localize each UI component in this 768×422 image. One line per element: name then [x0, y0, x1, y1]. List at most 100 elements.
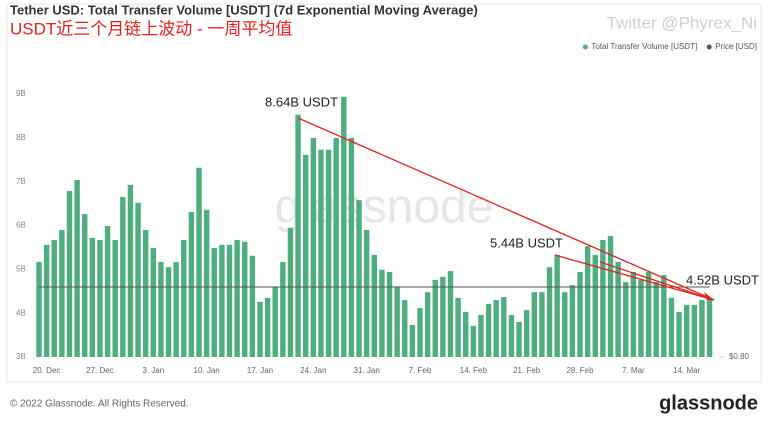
- x-tick-label: 7. Mar: [622, 366, 645, 375]
- bar: [508, 314, 515, 357]
- bar: [676, 311, 682, 357]
- x-tick-label: 7. Feb: [409, 366, 432, 375]
- bar: [584, 246, 591, 357]
- bar: [577, 271, 583, 357]
- legend-swatch: [582, 44, 588, 50]
- bar: [89, 237, 96, 357]
- bar: [51, 240, 57, 357]
- bar: [74, 179, 80, 357]
- bar: [97, 240, 103, 357]
- bar: [242, 241, 248, 357]
- legend-swatch: [706, 44, 712, 50]
- x-tick-label: 27. Dec: [86, 366, 114, 375]
- x-tick-label: 31. Jan: [354, 366, 380, 375]
- bar: [394, 286, 400, 357]
- bar: [318, 149, 324, 357]
- brand: glassnode: [659, 392, 758, 414]
- bar: [684, 304, 690, 357]
- bar: [638, 279, 644, 357]
- chart-frame: [6, 3, 762, 383]
- x-tick-label: 3. Jan: [142, 366, 164, 375]
- y-tick-label: 5B: [16, 264, 26, 273]
- bar: [523, 310, 530, 357]
- legend-label: Price [USD]: [715, 42, 757, 51]
- y-tick-label: 9B: [16, 89, 26, 98]
- bar: [82, 214, 88, 357]
- bar: [447, 271, 454, 357]
- bar: [226, 244, 233, 357]
- bar: [295, 114, 301, 357]
- bar: [402, 300, 408, 357]
- bar: [36, 261, 42, 357]
- bar: [630, 271, 637, 357]
- bar: [158, 261, 164, 357]
- x-tick-label: 20. Dec: [33, 366, 61, 375]
- bar: [470, 325, 477, 357]
- watermark: Twitter @Phyrex_Ni: [607, 13, 757, 32]
- bar: [607, 236, 614, 357]
- footer: © 2022 Glassnode. All Rights Reserved.: [10, 399, 189, 410]
- bar: [181, 240, 187, 357]
- x-tick-label: 21. Feb: [513, 366, 541, 375]
- y2-tick-label: $0.80: [729, 352, 750, 361]
- chart-subtitle: USDT近三个月链上波动 - 一周平均值: [10, 19, 292, 38]
- bar: [661, 275, 667, 357]
- trend-arrow: [554, 254, 715, 301]
- bar: [356, 200, 362, 357]
- bar: [272, 286, 278, 357]
- bar: [211, 247, 217, 357]
- bar: [493, 300, 499, 357]
- bar: [234, 240, 240, 357]
- bar: [150, 247, 156, 357]
- y-tick-label: 4B: [16, 308, 26, 317]
- bar: [501, 296, 507, 357]
- bar: [554, 254, 560, 357]
- y-tick-label: 3B: [16, 352, 26, 361]
- bar: [615, 261, 621, 357]
- bar: [203, 209, 210, 357]
- bar: [120, 197, 126, 357]
- bar: [600, 240, 606, 357]
- bar: [371, 254, 377, 357]
- bar: [478, 314, 484, 357]
- bar: [219, 244, 225, 357]
- bar: [104, 225, 111, 357]
- bar: [66, 190, 73, 357]
- bar: [188, 211, 195, 357]
- bar: [59, 229, 65, 357]
- annotation: 8.64B USDT: [265, 94, 338, 109]
- bar: [310, 137, 317, 357]
- bar: [668, 297, 675, 357]
- trend-arrow: [297, 117, 715, 301]
- x-tick-label: 10. Jan: [194, 366, 220, 375]
- bar: [325, 149, 332, 357]
- y-tick-label: 6B: [16, 221, 26, 230]
- annotation: 4.52B USDT: [686, 272, 759, 287]
- chart-title: Tether USD: Total Transfer Volume [USDT]…: [10, 2, 478, 17]
- x-tick-label: 17. Jan: [247, 366, 273, 375]
- x-tick-label: 14. Mar: [673, 366, 700, 375]
- bar: [280, 261, 286, 357]
- legend-label: Total Transfer Volume [USDT]: [591, 42, 697, 51]
- trend-arrow: [599, 261, 715, 301]
- bar: [424, 292, 431, 357]
- x-tick-label: 28. Feb: [566, 366, 594, 375]
- bar: [440, 276, 446, 357]
- bar: [706, 297, 713, 357]
- bar: [363, 229, 370, 357]
- bar: [341, 96, 347, 357]
- bar: [112, 240, 118, 357]
- bar: [653, 282, 659, 357]
- x-tick-label: 24. Jan: [300, 366, 326, 375]
- y-tick-label: 8B: [16, 133, 26, 142]
- bar: [43, 244, 50, 357]
- annotation: 5.44B USDT: [490, 235, 563, 250]
- bar: [386, 271, 393, 357]
- bar: [348, 137, 355, 357]
- x-tick-label: 14. Feb: [460, 366, 488, 375]
- bar: [409, 325, 416, 357]
- bar: [142, 229, 149, 357]
- bar: [379, 269, 385, 357]
- bar: [264, 297, 271, 357]
